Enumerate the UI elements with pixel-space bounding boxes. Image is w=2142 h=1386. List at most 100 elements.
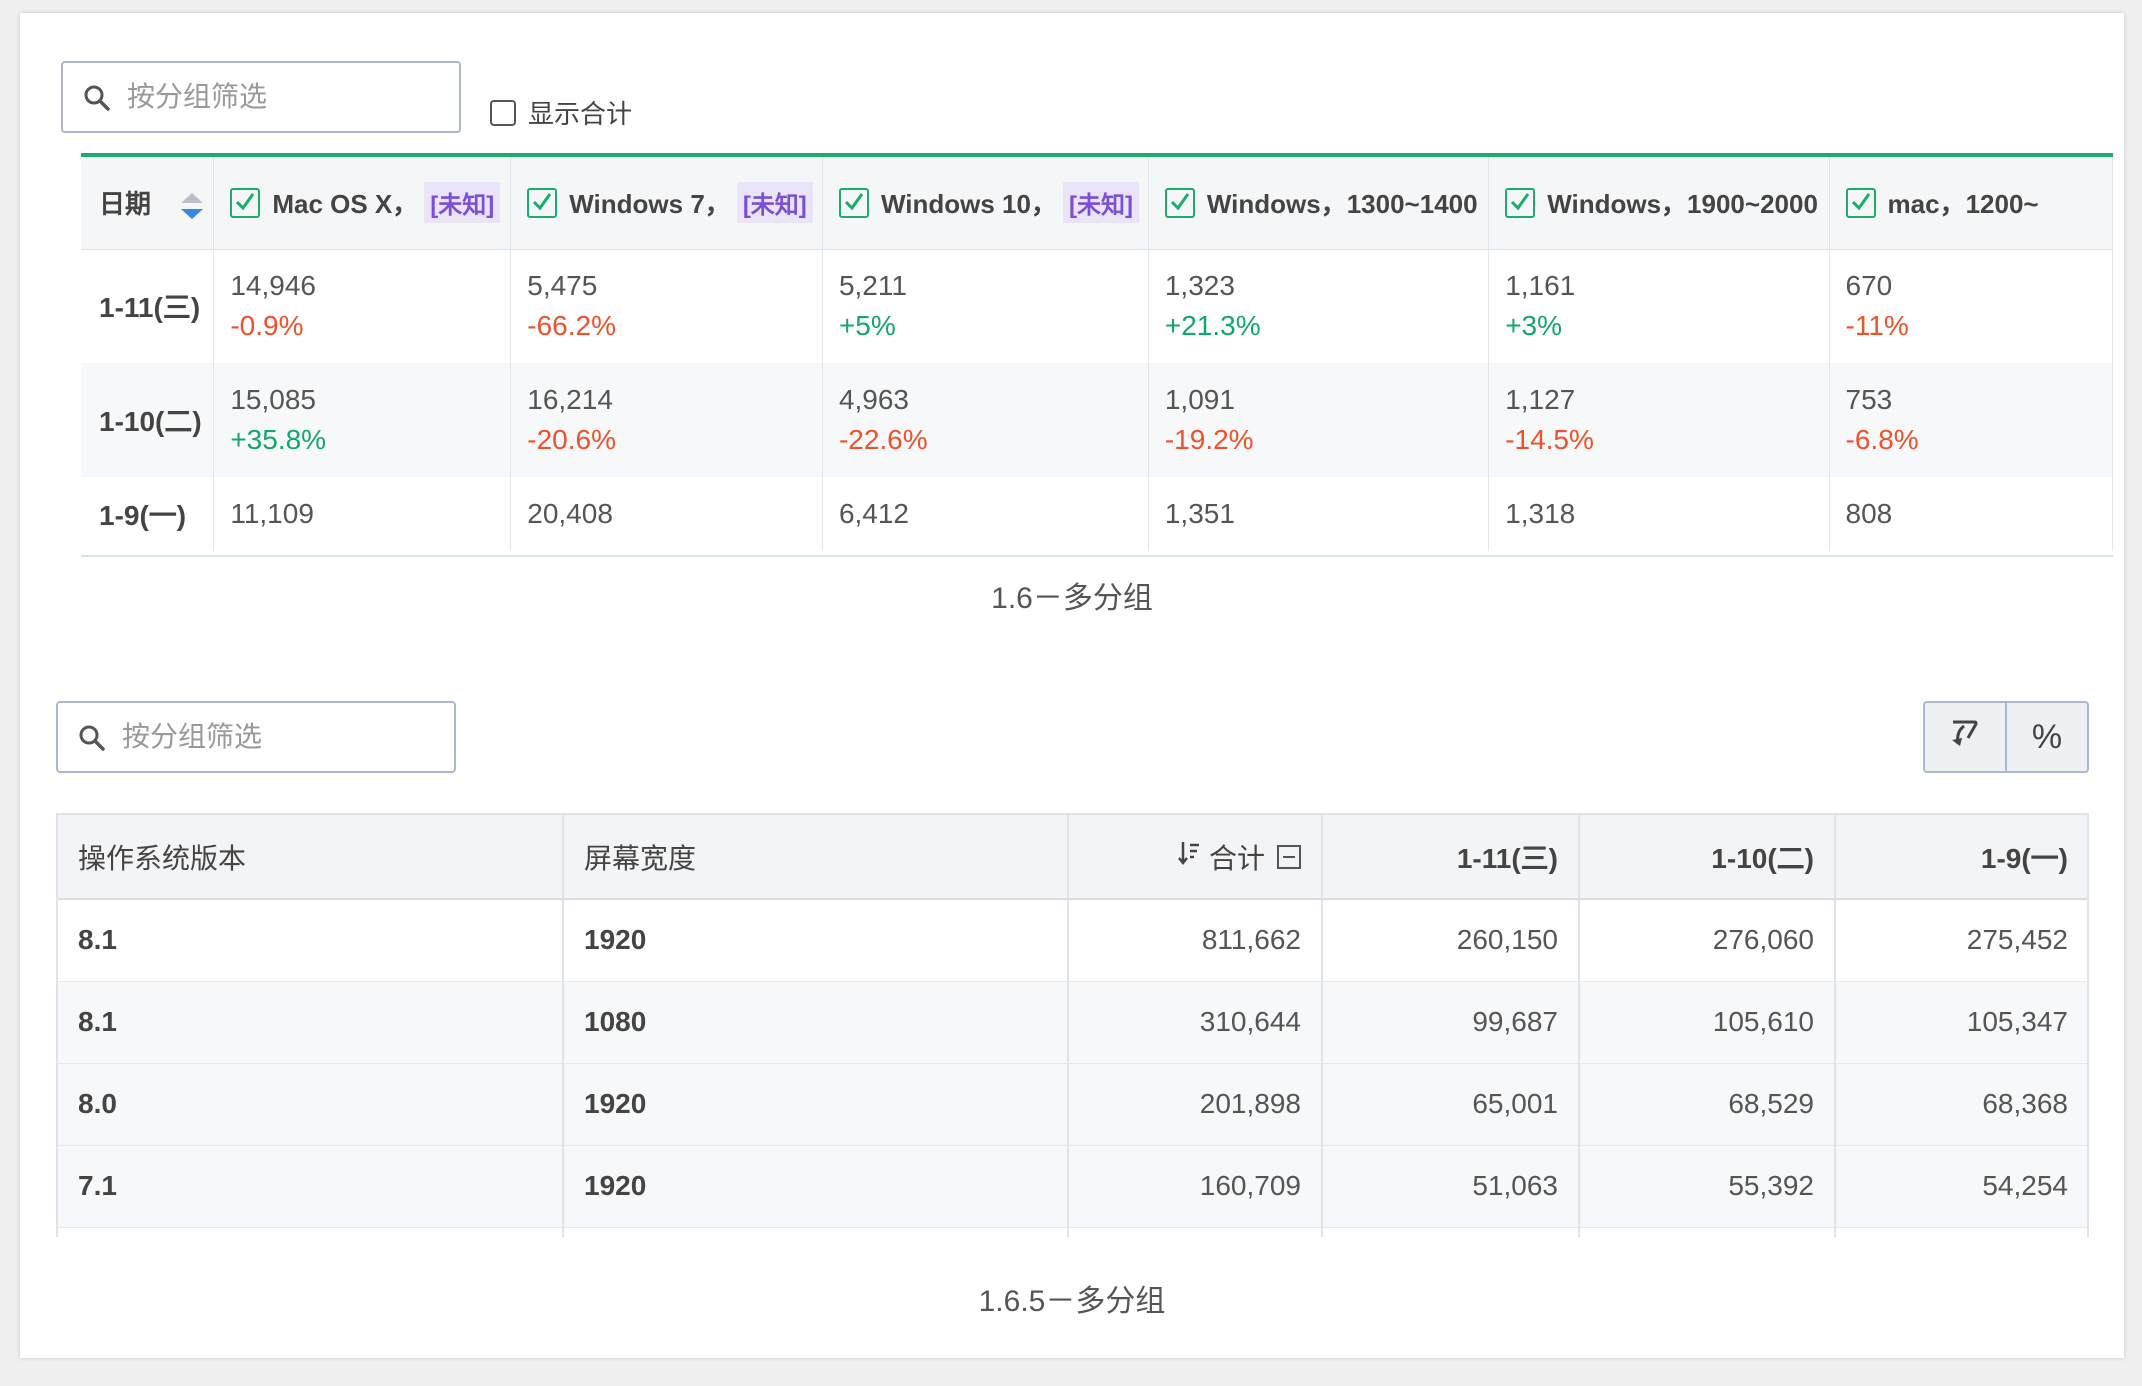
sort-descending-icon[interactable] (1177, 840, 1201, 873)
group-filter-search-2[interactable] (56, 701, 456, 773)
date-cell: 55,392 (1579, 1145, 1836, 1228)
cell-value: 5,475 (527, 270, 598, 302)
table-row: 1-11(三) 14,946 -0.9% 5,475 -66.2% 5,211 +5%… (81, 249, 2113, 363)
data-cell: 808 (1829, 477, 2113, 551)
date-header[interactable]: 1-11(三) (1322, 815, 1580, 900)
data-cell: 753 -6.8% (1829, 363, 2113, 477)
report-card: 显示合计 日期 Mac OS X，[未知] Windows 7，[未知] Win… (20, 13, 2124, 1358)
column-header[interactable]: Mac OS X， [未知] (213, 157, 512, 250)
column-label: Windows，1900~2000 (1547, 189, 1818, 220)
show-total-toggle[interactable]: 显示合计 (490, 94, 632, 131)
table-row: 8.1 1920 811,662 260,150 276,060 275,452 (58, 899, 2087, 982)
date-cell: 260,150 (1322, 899, 1580, 982)
cell-value: 1,091 (1164, 384, 1235, 415)
cell-change: -19.2% (1164, 424, 1254, 455)
column-label: Windows 7， (569, 189, 731, 220)
total-header[interactable]: 合计 (1068, 815, 1323, 900)
grouped-data-table: 日期 Mac OS X， [未知] Windows 7， [未知] Windows … (81, 153, 2113, 557)
total-cell: 310,644 (1068, 981, 1323, 1064)
date-column-header[interactable]: 日期 (81, 157, 215, 250)
figure-caption: 1.6－多分组 (991, 582, 1153, 615)
os-cell: 8.1 (58, 981, 564, 1064)
date-cell: 99,687 (1322, 981, 1580, 1064)
group-filter-search[interactable] (61, 61, 461, 133)
header-row: 操作系统版本 屏幕宽度 合计 1-11(三) 1-10(二) 1-9(一 (58, 815, 2087, 900)
data-cell: 1,161 +3% (1488, 249, 1830, 363)
data-cell: 670 -11% (1829, 249, 2113, 363)
os-cell: 8.1 (58, 899, 564, 982)
cell-change: +3% (1505, 310, 1563, 342)
date-header[interactable]: 1-9(一) (1835, 815, 2087, 900)
percent-button[interactable]: % (2007, 703, 2087, 771)
os-version-header[interactable]: 操作系统版本 (58, 815, 564, 900)
screen-width-header[interactable]: 屏幕宽度 (563, 815, 1069, 900)
pivot-icon (1948, 716, 1982, 759)
show-total-checkbox[interactable] (490, 99, 516, 126)
column-checked-icon[interactable] (1164, 187, 1195, 218)
data-cell: 14,946 -0.9% (213, 249, 512, 363)
cell-value: 1,161 (1505, 270, 1576, 302)
total-cell: 811,662 (1068, 899, 1323, 982)
column-checked-icon[interactable] (527, 187, 558, 218)
column-checked-icon[interactable] (838, 187, 869, 218)
date-header[interactable]: 1-10(二) (1579, 815, 1836, 900)
column-header[interactable]: Windows，1300~1400 (1148, 157, 1490, 250)
date-cell: 68,368 (1835, 1063, 2087, 1146)
cell-value: 4,963 (838, 384, 910, 415)
column-label: mac，1200~ (1887, 189, 2039, 220)
data-cell: 15,085 +35.8% (213, 363, 512, 477)
data-cell: 1,091 -19.2% (1148, 363, 1490, 477)
width-cell: 1920 (563, 1063, 1069, 1146)
percent-label: % (2031, 717, 2063, 756)
table-row: 7.1 1920 160,709 51,063 55,392 54,254 (58, 1145, 2087, 1228)
data-cell: 1,127 -14.5% (1488, 363, 1830, 477)
data-cell: 1,323 +21.3% (1148, 249, 1490, 363)
total-header-label: 合计 (1208, 842, 1265, 874)
date-cell: 1-9(一) (81, 477, 215, 551)
date-cell: 68,529 (1579, 1063, 1836, 1146)
cell-value: 753 (1845, 384, 1893, 415)
cell-change: +21.3% (1164, 310, 1261, 342)
cell-change: -66.2% (527, 310, 616, 342)
data-cell: 20,408 (510, 477, 823, 551)
group-filter-input-2[interactable] (120, 720, 424, 754)
column-header[interactable]: mac，1200~ (1829, 157, 2113, 250)
date-cell: 1-10(二) (81, 363, 215, 477)
table-row: 8.0 1920 201,898 65,001 68,529 68,368 (58, 1063, 2087, 1146)
data-cell: 4,963 -22.6% (822, 363, 1149, 477)
cell-change: -20.6% (527, 424, 616, 455)
cell-value: 670 (1845, 270, 1893, 302)
cell-change: -14.5% (1505, 424, 1594, 455)
date-cell: 275,452 (1835, 899, 2087, 982)
data-cell: 11,109 (213, 477, 512, 551)
data-cell: 5,475 -66.2% (510, 249, 823, 363)
total-cell: 201,898 (1068, 1063, 1323, 1146)
date-cell: 105,610 (1579, 981, 1836, 1064)
date-cell: 54,254 (1835, 1145, 2087, 1228)
cell-value: 1,323 (1164, 270, 1235, 302)
figure-caption-2: 1.6.5－多分组 (978, 1285, 1166, 1318)
data-cell: 5,211 +5% (822, 249, 1149, 363)
unknown-tag: [未知] (424, 182, 501, 224)
date-cell: 105,347 (1835, 981, 2087, 1064)
date-cell: 65,001 (1322, 1063, 1580, 1146)
column-header[interactable]: Windows，1900~2000 (1488, 157, 1830, 250)
table-row: 1-10(二) 15,085 +35.8% 16,214 -20.6% 4,963 -… (81, 363, 2113, 477)
column-header[interactable]: Windows 7， [未知] (510, 157, 823, 250)
date-cell: 51,063 (1322, 1145, 1580, 1228)
column-checked-icon[interactable] (1505, 187, 1536, 218)
date-header-label: 日期 (99, 189, 152, 220)
cell-change: -22.6% (838, 424, 928, 455)
search-icon (83, 84, 110, 111)
cell-change: +35.8% (230, 424, 327, 455)
sort-icon[interactable] (179, 191, 205, 228)
pivot-button[interactable] (1925, 703, 2007, 771)
os-cell: 7.1 (58, 1145, 564, 1228)
date-cell: 1-11(三) (81, 249, 215, 363)
collapse-icon[interactable] (1277, 844, 1301, 869)
column-checked-icon[interactable] (1845, 187, 1876, 218)
group-filter-input[interactable] (125, 80, 429, 114)
column-checked-icon[interactable] (230, 187, 261, 218)
column-header[interactable]: Windows 10， [未知] (822, 157, 1149, 250)
os-cell: 8.0 (58, 1063, 564, 1146)
